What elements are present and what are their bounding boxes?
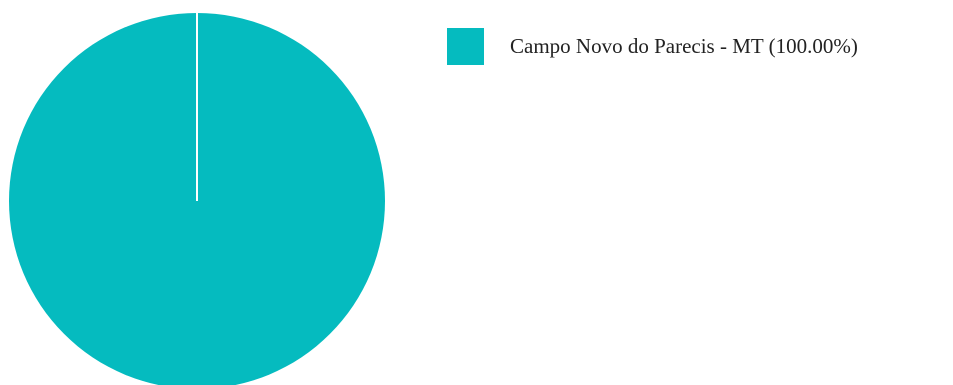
legend-item: Campo Novo do Parecis - MT (100.00%) [447,28,858,65]
legend-label: Campo Novo do Parecis - MT (100.00%) [510,34,858,58]
legend-swatch [447,28,484,65]
